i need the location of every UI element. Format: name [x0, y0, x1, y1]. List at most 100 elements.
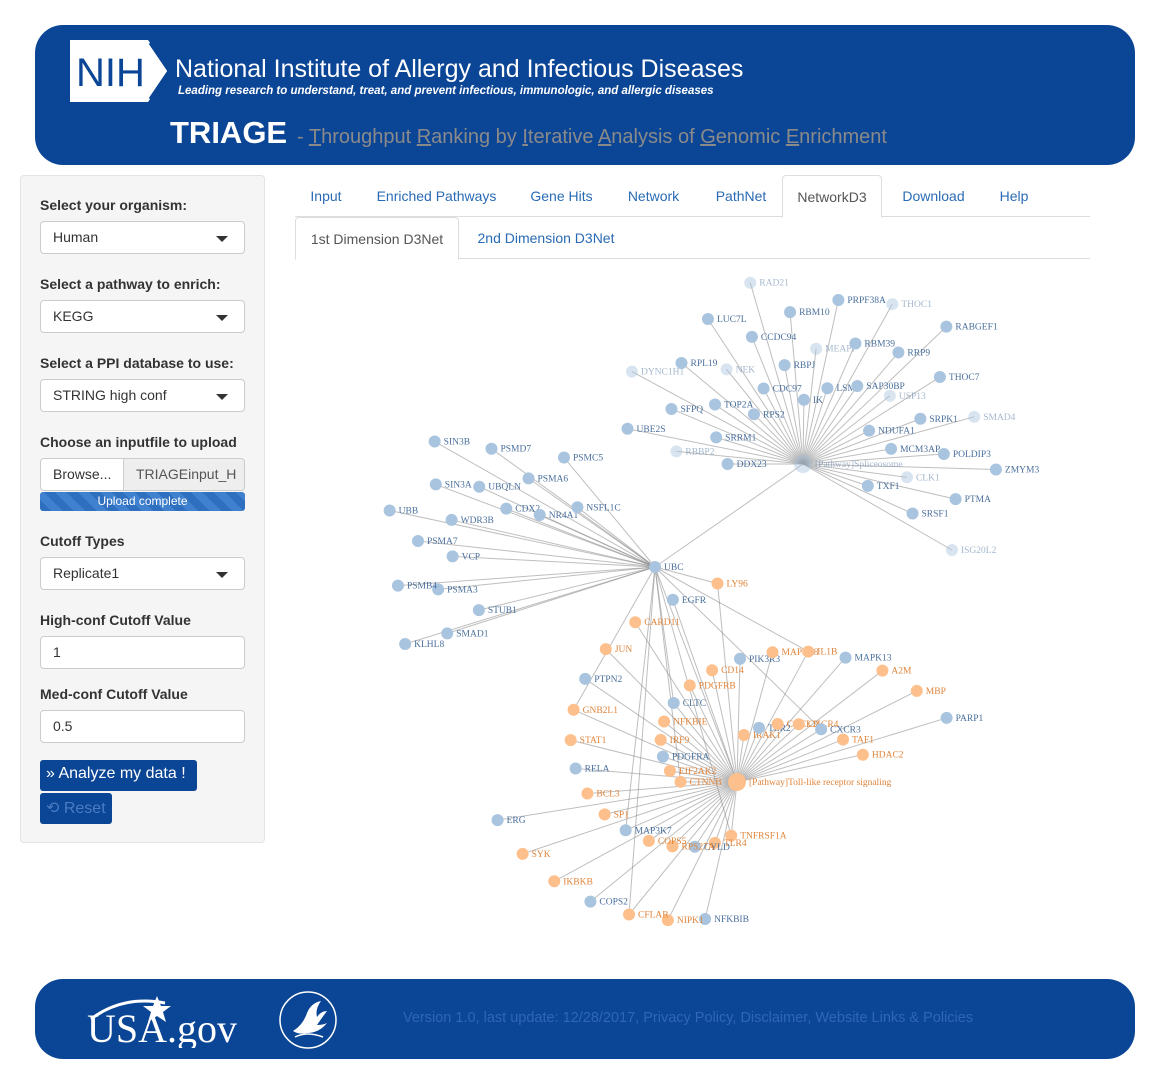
network-node-node-0[interactable]: STUB1	[472, 604, 517, 617]
network-node-node-18[interactable]: PRPF38A	[832, 293, 886, 306]
network-node-bottom-19[interactable]: PDGFRA	[656, 750, 710, 763]
network-node-bottom-30[interactable]: LY96	[711, 577, 748, 590]
network-node-node-26[interactable]: THOC7	[933, 371, 980, 384]
network-node-node-10[interactable]: SIN3B	[428, 435, 470, 448]
organism-select[interactable]: Human	[40, 221, 245, 254]
network-node-bottom-16[interactable]: RELA	[569, 762, 610, 775]
network-node-bottom-33[interactable]: MAP3K8	[766, 646, 819, 659]
tab-enriched-pathways[interactable]: Enriched Pathways	[376, 188, 497, 204]
network-node-bottom-6[interactable]: RPS27A	[666, 840, 715, 853]
network-node-node-14[interactable]: RBPJ	[778, 359, 816, 372]
network-node-node-15[interactable]: RBM10	[784, 306, 830, 319]
network-node-node-31[interactable]: POLDIP3	[937, 448, 991, 461]
network-node-bottom-22[interactable]: PTPN2	[579, 672, 622, 685]
network-node-bottom-9[interactable]: IKBKB	[548, 875, 593, 888]
tab-pathnet[interactable]: PathNet	[715, 188, 767, 204]
network-node-bottom-28[interactable]: EGFR	[666, 593, 707, 606]
network-node-bottom-12[interactable]: SP1	[598, 808, 630, 821]
network-node-node-1[interactable]: SMAD1	[441, 627, 489, 640]
network-node-node-2[interactable]: KLHL8	[399, 637, 444, 650]
network-node-node-16[interactable]: NR4A1	[533, 509, 579, 522]
network-node-node-21[interactable]: THOC1	[886, 298, 932, 311]
network-node-hub-spliceosome[interactable]: [Pathway]Spliceosome	[794, 455, 903, 473]
network-node-bottom-4[interactable]: CYLD	[688, 840, 730, 853]
network-node-node-29[interactable]: SMAD4	[968, 410, 1016, 423]
network-node-bottom-43[interactable]: PARP1	[940, 711, 984, 724]
network-node-bottom-27[interactable]: PDGFRB	[683, 679, 736, 692]
med-cutoff-input[interactable]: 0.5	[40, 710, 245, 743]
network-node-node-6[interactable]: TOP2A	[709, 398, 754, 411]
tab-input[interactable]: Input	[310, 188, 342, 204]
reset-button[interactable]: ⟲ Reset	[40, 793, 112, 824]
browse-button[interactable]: Browse...	[40, 458, 124, 491]
network-node-node-25[interactable]: USP13	[883, 389, 926, 402]
pathway-select[interactable]: KEGG	[40, 300, 245, 333]
network-node-node-7[interactable]: UBB	[383, 504, 419, 517]
network-node-node-34[interactable]: PTMA	[949, 493, 992, 506]
network-node-node-17[interactable]: MEAPI	[810, 342, 855, 355]
network-node-bottom-20[interactable]: GNB2L1	[567, 703, 619, 716]
network-node-node-8[interactable]: WDR3B	[445, 513, 494, 526]
network-node-node-30[interactable]: MCM3AP	[885, 442, 940, 455]
network-node-node-33[interactable]: CLK1	[900, 471, 940, 484]
network-node-node-3[interactable]: SRRM1	[710, 431, 757, 444]
network-node-bottom-24[interactable]: JUN	[599, 643, 633, 656]
network-node-bottom-37[interactable]: MAPK13	[839, 651, 892, 664]
network-node-bottom-3[interactable]: NIPK1	[661, 914, 704, 927]
network-node-bottom-35[interactable]: IL1B	[802, 645, 837, 658]
network-node-node-7[interactable]: RPL19	[675, 357, 718, 370]
network-node-node-19[interactable]: LSM6	[821, 382, 861, 395]
cutoff-type-select[interactable]: Replicate1	[40, 557, 245, 590]
network-node-bottom-21[interactable]: IRF9	[654, 733, 690, 746]
network-node-node-13[interactable]: RAD21	[744, 276, 789, 289]
network-node-bottom-11[interactable]: SYK	[516, 847, 551, 860]
network-node-bottom-23[interactable]: NFKBIE	[658, 715, 708, 728]
network-node-bottom-2[interactable]: TLR4	[708, 836, 747, 849]
network-node-node-12[interactable]: CCDC94	[745, 330, 797, 343]
network-node-bottom-31[interactable]: PIK3R3	[734, 652, 780, 665]
nih-logo[interactable]: NIH	[70, 40, 170, 102]
network-node-bottom-15[interactable]: CTNNB	[674, 775, 722, 788]
network-node-node-17[interactable]: NSFL1C	[571, 501, 621, 514]
network-node-node-35[interactable]: TXF1	[861, 479, 900, 492]
network-node-node-9[interactable]: NEK	[720, 363, 756, 376]
network-node-bottom-13[interactable]: ERG	[491, 814, 526, 827]
network-node-bottom-18[interactable]: STAT1	[564, 734, 607, 747]
network-node-bottom-32[interactable]: IRAK1	[737, 728, 781, 741]
network-node-node-6[interactable]: PSMA7	[411, 534, 458, 547]
network-node-node-4[interactable]: PSMB4	[391, 579, 437, 592]
network-node-bottom-26[interactable]: CARD11	[629, 616, 680, 629]
network-node-node-27[interactable]: NDUFA1	[863, 424, 915, 437]
network-node-bottom-5[interactable]: CFLAR	[623, 908, 669, 921]
network-node-node-22[interactable]: SAP30BP	[851, 380, 905, 393]
network-node-bottom-8[interactable]: COPS5	[642, 834, 687, 847]
network-node-node-36[interactable]: SRSF1	[906, 507, 949, 520]
network-graph[interactable]: DDX23 RBBP2 UBE2S SRRM1 SFPQ DYNC1H1 TOP2A RPL1…	[295, 262, 1095, 960]
network-node-node-4[interactable]: SFPQ	[665, 402, 703, 415]
network-node-node-37[interactable]: ISG20L2	[945, 544, 997, 556]
tab-download[interactable]: Download	[902, 188, 965, 204]
network-node-node-32[interactable]: ZMYM3	[989, 463, 1040, 476]
network-panel[interactable]: DDX23 RBBP2 UBE2S SRRM1 SFPQ DYNC1H1 TOP2A RPL1…	[295, 262, 1095, 960]
tab-network[interactable]: Network	[627, 188, 680, 204]
usa-gov-logo[interactable]: USA.gov	[83, 993, 253, 1048]
network-node-bottom-0[interactable]: TNFRSF1A	[725, 829, 787, 842]
network-node-node-5[interactable]: DYNC1H1	[625, 365, 685, 378]
network-node-node-1[interactable]: RBBP2	[670, 445, 715, 458]
network-node-node-16[interactable]: IK	[797, 393, 823, 406]
tab-help[interactable]: Help	[999, 188, 1029, 204]
network-node-node-15[interactable]: PSMC5	[557, 451, 603, 464]
high-cutoff-input[interactable]: 1	[40, 636, 245, 669]
tab-gene-hits[interactable]: Gene Hits	[530, 188, 593, 204]
analyze-button[interactable]: » Analyze my data !	[40, 760, 197, 791]
network-node-hub-ubc[interactable]: UBC	[649, 561, 684, 573]
network-node-bottom-41[interactable]: MBP	[910, 684, 946, 697]
network-node-node-8[interactable]: RPS2	[747, 408, 785, 421]
network-node-node-24[interactable]: RABGEF1	[940, 320, 998, 333]
network-node-hub-toll-like[interactable]: [Pathway]Toll-like receptor signaling	[728, 773, 892, 791]
network-node-bottom-44[interactable]: HDAC2	[856, 748, 904, 761]
network-node-bottom-1[interactable]: NFKBIB	[699, 912, 749, 925]
network-node-bottom-25[interactable]: CLTC	[667, 696, 706, 709]
network-node-node-2[interactable]: UBE2S	[621, 422, 666, 435]
network-node-bottom-14[interactable]: BCL3	[581, 787, 620, 800]
